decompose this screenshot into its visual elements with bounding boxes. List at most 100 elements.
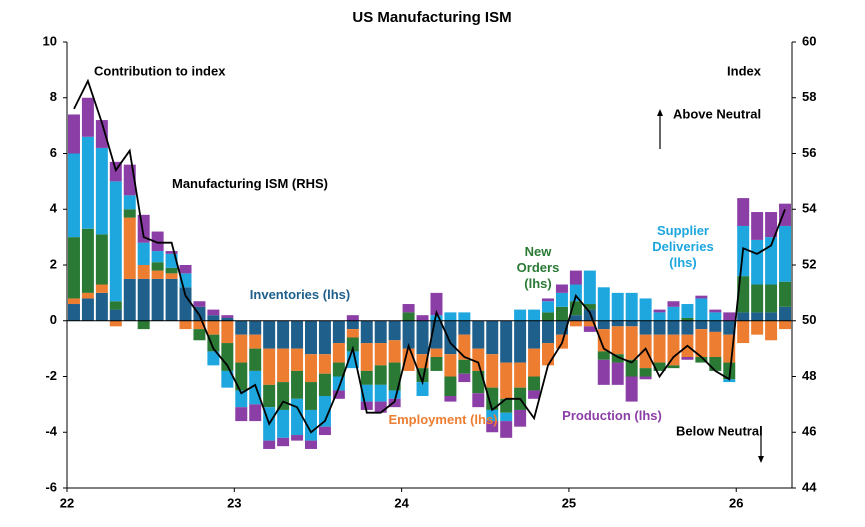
bar-segment [374,343,387,366]
bar-segment [779,306,792,321]
bar-segment [123,164,136,196]
bar-segment [625,320,638,327]
bar-segment [137,214,150,243]
bar-segment [151,270,164,279]
y2-tick-label: 46 [802,424,816,439]
series-label: Employment (lhs) [388,412,498,427]
bar-segment [472,370,485,394]
bar-segment [249,404,262,422]
bar-segment [444,396,457,402]
bar-segment [221,315,234,318]
bar-segment [583,270,596,305]
bar-segment [430,315,443,321]
bar-segment [542,301,555,313]
bar-segment [388,398,401,408]
bar-segment [249,370,262,405]
y2-axis-label: Index [727,63,762,78]
bar-segment [430,356,443,371]
y-tick-label: 10 [43,33,57,48]
bar-segment [137,320,150,330]
x-tick-label: 23 [227,495,241,510]
bar-segment [402,320,415,349]
bars [67,97,792,449]
bar-segment [625,326,638,360]
bar-segment [360,370,373,385]
bar-segment [304,409,317,441]
bar-segment [304,440,317,449]
bar-segment [486,320,499,355]
bar-segment [639,368,652,377]
bar-segment [291,398,304,436]
bar-segment [123,209,136,218]
bar-segment [416,368,429,383]
bar-segment [221,320,234,344]
bar-segment [277,320,290,349]
series-label: Supplier Deliveries (lhs) [652,223,714,270]
y-tick-label: -4 [45,424,57,439]
bar-segment [221,317,234,321]
x-tick-label: 25 [562,495,576,510]
bar-segment [179,320,192,330]
bar-segment [625,376,638,402]
bar-segment [555,306,568,321]
bar-segment [737,312,750,321]
bar-segment [765,212,778,238]
bar-segment [737,276,750,313]
bar-segment [193,320,206,330]
bar-segment [207,315,220,321]
bar-segment [723,312,736,321]
x-tick-label: 22 [60,495,74,510]
bar-segment [779,281,792,307]
bar-segment [193,329,206,341]
bar-segment [67,304,80,321]
bar-segment [430,292,443,316]
bar-segment [277,382,290,410]
bar-segment [360,343,373,371]
bar-segment [151,278,164,321]
annotation: Above Neutral [673,106,761,121]
bar-segment [528,348,541,377]
bar-segment [151,231,164,252]
bar-segment [667,320,680,335]
bar-segment [346,329,359,338]
y-tick-label: -2 [45,368,57,383]
bar-segment [444,320,457,355]
bar-segment [751,312,764,321]
bar-segment [346,315,359,321]
bar-segment [318,396,331,427]
bar-segment [304,382,317,410]
bar-segment [500,421,513,438]
bar-segment [123,195,136,210]
bar-segment [681,356,694,360]
bar-segment [569,315,582,321]
bar-segment [318,373,331,397]
bar-segment [667,334,680,366]
bar-segment [318,354,331,374]
bar-segment [639,298,652,321]
bar-segment [751,320,764,335]
bar-segment [360,320,373,344]
bar-segment [430,320,443,349]
bar-segment [528,390,541,399]
bar-segment [291,348,304,371]
bar-segment [360,384,373,402]
bar-segment [263,440,276,449]
bar-segment [765,312,778,321]
bar-segment [765,320,778,341]
bar-segment [165,253,178,268]
bar-segment [249,334,262,349]
bar-segment [458,334,471,360]
bar-segment [67,114,80,154]
arrow-head [657,109,663,116]
bar-segment [528,376,541,391]
bar-segment [374,401,387,413]
bar-segment [207,320,220,335]
bar-segment [207,351,220,366]
bar-segment [723,320,736,335]
bar-segment [611,362,624,385]
bar-segment [304,320,317,355]
y-tick-label: 6 [50,145,57,160]
bar-segment [235,407,248,422]
